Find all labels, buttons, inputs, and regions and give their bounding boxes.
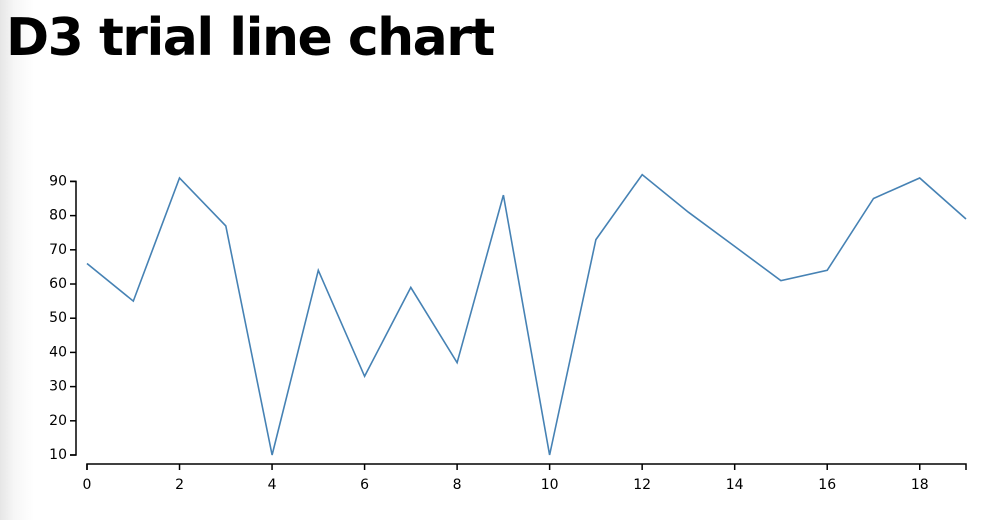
x-axis: 0 2 4 6 8 10 12 14 16 18: [83, 463, 967, 493]
x-axis-domain: [86, 463, 967, 470]
x-tick-label: 12: [633, 477, 651, 493]
x-tick-label: 0: [83, 477, 92, 493]
y-tick-label: 80: [49, 208, 67, 224]
y-tick-label: 70: [49, 242, 67, 258]
x-tick-label: 2: [175, 477, 184, 493]
x-tick-label: 6: [360, 477, 369, 493]
x-tick-label: 16: [818, 477, 836, 493]
y-tick-label: 30: [49, 379, 67, 395]
y-tick-label: 40: [49, 344, 67, 360]
y-tick-label: 20: [49, 413, 67, 429]
y-tick-label: 50: [49, 310, 67, 326]
x-tick-label: 18: [911, 477, 929, 493]
x-tick-label: 4: [268, 477, 277, 493]
page-title: D3 trial line chart: [6, 8, 495, 68]
y-tick-label: 60: [49, 276, 67, 292]
y-axis: 10 20 30 40 50 60 70 80 90: [49, 173, 77, 463]
x-tick-label: 10: [541, 477, 559, 493]
x-tick-label: 8: [453, 477, 462, 493]
series-line: [86, 173, 967, 456]
x-tick-label: 14: [726, 477, 744, 493]
y-tick-label: 10: [49, 447, 67, 463]
y-tick-label: 90: [49, 173, 67, 189]
